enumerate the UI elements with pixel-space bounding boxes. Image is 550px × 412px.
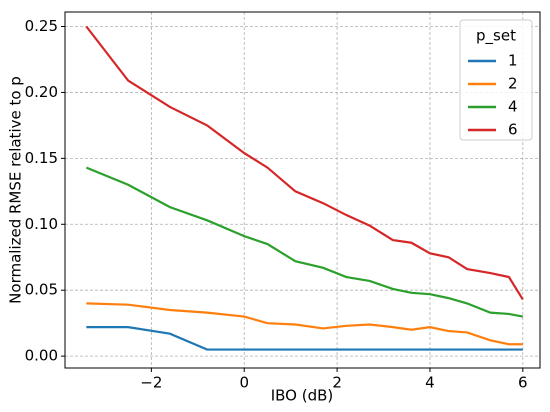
line-series: [85, 25, 524, 301]
y-tick-label: 0.10: [25, 215, 58, 233]
x-tick-label: 2: [332, 374, 342, 392]
legend-label: 1: [508, 52, 518, 70]
y-tick-label: 0.15: [25, 149, 58, 167]
x-axis-label: IBO (dB): [271, 387, 334, 405]
legend-box: [459, 19, 533, 141]
y-tick-label: 0.00: [25, 347, 58, 365]
legend-label: 6: [508, 121, 518, 139]
legend: p_set 1 2 4 6: [459, 19, 533, 141]
x-tick-label: 0: [239, 374, 249, 392]
y-axis-label: Normalized RMSE relative to p: [7, 76, 25, 304]
line-series: [85, 166, 524, 318]
line-series: [86, 302, 523, 346]
plot-frame: [64, 11, 541, 369]
y-tick-label: 0.25: [25, 17, 58, 35]
line-series: [86, 326, 523, 351]
y-tick-label: 0.05: [25, 281, 58, 299]
x-tick-label: 4: [425, 374, 435, 392]
y-tick-label: 0.20: [25, 83, 58, 101]
x-tick-label: 6: [518, 374, 528, 392]
legend-title: p_set: [476, 27, 516, 46]
x-tick-label: −2: [140, 374, 162, 392]
legend-label: 4: [508, 98, 518, 116]
legend-label: 2: [508, 75, 518, 93]
